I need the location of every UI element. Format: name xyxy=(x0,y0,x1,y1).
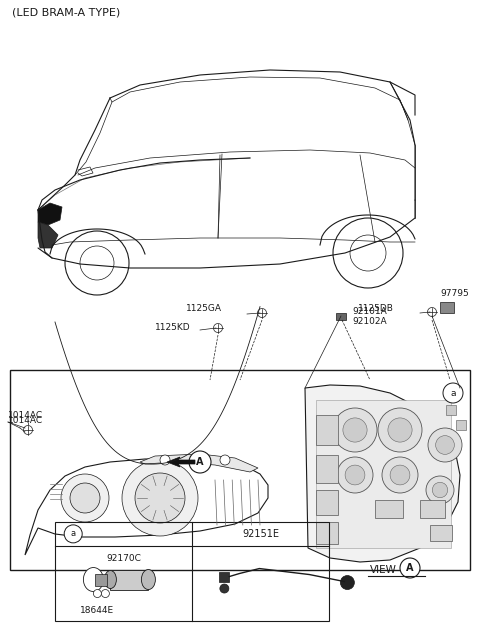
Circle shape xyxy=(101,589,109,598)
Bar xyxy=(316,490,338,515)
Circle shape xyxy=(94,589,101,598)
Bar xyxy=(316,400,451,548)
Bar xyxy=(10,370,470,570)
Polygon shape xyxy=(38,222,58,248)
Circle shape xyxy=(432,482,448,498)
Bar xyxy=(55,522,329,621)
Text: A: A xyxy=(406,563,414,573)
Text: 1014AC: 1014AC xyxy=(8,415,43,424)
Circle shape xyxy=(340,576,354,589)
Bar xyxy=(96,574,108,585)
Text: 18644E: 18644E xyxy=(80,607,114,616)
Text: a: a xyxy=(450,388,456,397)
Circle shape xyxy=(345,465,365,485)
Polygon shape xyxy=(305,385,460,562)
Bar xyxy=(375,500,403,518)
Text: 1014AC: 1014AC xyxy=(8,411,43,420)
Text: 1125KD: 1125KD xyxy=(155,323,191,332)
Circle shape xyxy=(390,465,410,485)
Text: 92151E: 92151E xyxy=(242,529,279,539)
Text: 92170C: 92170C xyxy=(106,554,141,563)
Text: 92102A: 92102A xyxy=(352,316,386,325)
Text: 1125GA: 1125GA xyxy=(186,303,222,312)
Circle shape xyxy=(343,418,367,442)
Circle shape xyxy=(220,455,230,465)
Circle shape xyxy=(382,457,418,493)
Bar xyxy=(336,313,346,320)
Text: VIEW: VIEW xyxy=(370,565,397,575)
Bar xyxy=(456,420,466,430)
Circle shape xyxy=(189,451,211,473)
Circle shape xyxy=(400,558,420,578)
Circle shape xyxy=(426,476,454,504)
Text: 92101A: 92101A xyxy=(352,307,387,316)
Text: a: a xyxy=(71,529,76,538)
Text: 97795: 97795 xyxy=(440,289,469,298)
Bar xyxy=(430,525,452,541)
Polygon shape xyxy=(25,459,268,555)
Polygon shape xyxy=(38,203,62,225)
Polygon shape xyxy=(140,454,258,472)
Ellipse shape xyxy=(142,569,156,589)
Bar xyxy=(219,571,229,582)
Circle shape xyxy=(220,584,229,593)
Bar xyxy=(316,455,338,483)
Circle shape xyxy=(443,383,463,403)
Text: (LED BRAM-A TYPE): (LED BRAM-A TYPE) xyxy=(12,8,120,18)
Ellipse shape xyxy=(84,567,103,592)
Circle shape xyxy=(378,408,422,452)
Polygon shape xyxy=(167,457,195,467)
Bar xyxy=(440,302,454,313)
Circle shape xyxy=(61,474,109,522)
Circle shape xyxy=(135,473,185,523)
Bar xyxy=(446,405,456,415)
Circle shape xyxy=(160,455,170,465)
Circle shape xyxy=(333,408,377,452)
Text: A: A xyxy=(196,457,204,467)
Bar xyxy=(420,500,445,518)
Circle shape xyxy=(64,525,82,543)
Circle shape xyxy=(70,483,100,513)
Circle shape xyxy=(337,457,373,493)
Text: 1125DB: 1125DB xyxy=(358,303,394,312)
Circle shape xyxy=(122,460,198,536)
Ellipse shape xyxy=(104,571,116,589)
Circle shape xyxy=(388,418,412,442)
Bar xyxy=(316,522,338,544)
Circle shape xyxy=(428,428,462,462)
Bar xyxy=(316,415,338,445)
Circle shape xyxy=(436,435,455,455)
Bar xyxy=(110,569,148,589)
